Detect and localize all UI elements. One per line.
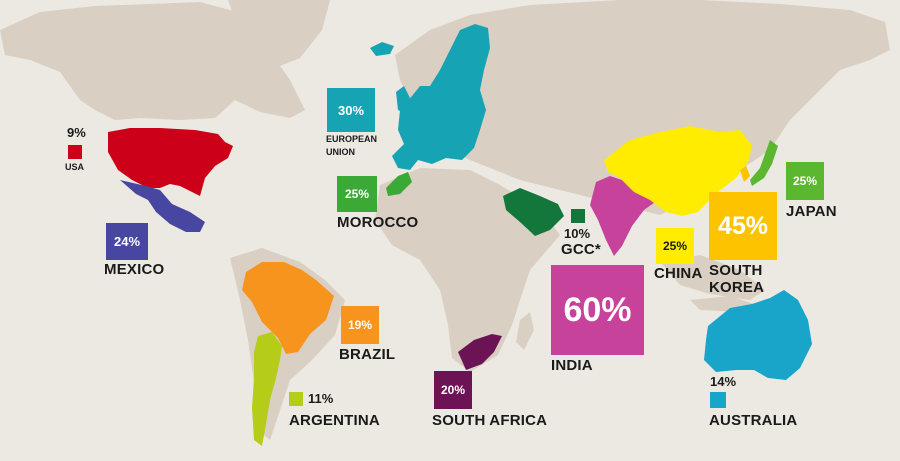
morocco-label: MOROCCO [337, 214, 419, 231]
india-shape [590, 176, 658, 256]
madagascar-land [516, 312, 534, 350]
southeast-asia-land [660, 255, 765, 300]
morocco-value: 25% [337, 176, 377, 212]
japan-shape [750, 140, 778, 186]
argentina-label: ARGENTINA [289, 412, 380, 429]
south-korea-label-line1: SOUTH [709, 262, 763, 279]
european-union-value: 30% [327, 88, 375, 132]
uk-shape [396, 86, 410, 114]
argentina-value: 11% [308, 391, 334, 406]
china-label: CHINA [654, 265, 703, 282]
usa-value: 9% [67, 125, 86, 140]
european-union-label-line2: UNION [326, 147, 355, 157]
south-africa-shape [458, 334, 502, 370]
mexico-label: MEXICO [104, 261, 165, 278]
japan-value: 25% [786, 162, 824, 200]
gcc-label: GCC* [561, 241, 601, 258]
mexico-shape [120, 180, 205, 232]
australia-marker [710, 392, 726, 408]
south-korea-label-line2: KOREA [709, 279, 765, 296]
australia-shape [704, 290, 812, 380]
usa-marker [68, 145, 82, 159]
argentina-marker [289, 392, 303, 406]
africa-land [375, 168, 560, 372]
gcc-value: 10% [564, 226, 591, 241]
south-africa-value: 20% [434, 371, 472, 409]
usa-shape [108, 128, 233, 196]
brazil-label: BRAZIL [339, 346, 396, 363]
china-value: 25% [656, 228, 694, 264]
north-america-land [0, 2, 305, 120]
argentina-shape [252, 332, 282, 446]
greenland-land [228, 0, 330, 70]
usa-label: USA [65, 162, 85, 172]
south-korea-value: 45% [709, 192, 777, 260]
european-union-label-line1: EUROPEAN [326, 134, 378, 144]
south-africa-label: SOUTH AFRICA [432, 412, 548, 429]
gcc-shape [503, 188, 564, 236]
gcc-marker [571, 209, 585, 223]
european-union-shape [392, 24, 490, 170]
australia-label: AUSTRALIA [709, 412, 798, 429]
mexico-value: 24% [106, 223, 148, 260]
morocco-shape [386, 172, 412, 196]
south-korea-shape [740, 166, 750, 182]
japan-label: JAPAN [786, 203, 837, 220]
india-label: INDIA [551, 357, 593, 374]
australia-value: 14% [710, 374, 737, 389]
brazil-value: 19% [341, 306, 379, 344]
india-value: 60% [551, 265, 644, 355]
land-masses [0, 0, 890, 440]
brazil-shape [242, 262, 334, 354]
eurasia-land [395, 0, 890, 215]
iceland-shape [370, 42, 394, 56]
